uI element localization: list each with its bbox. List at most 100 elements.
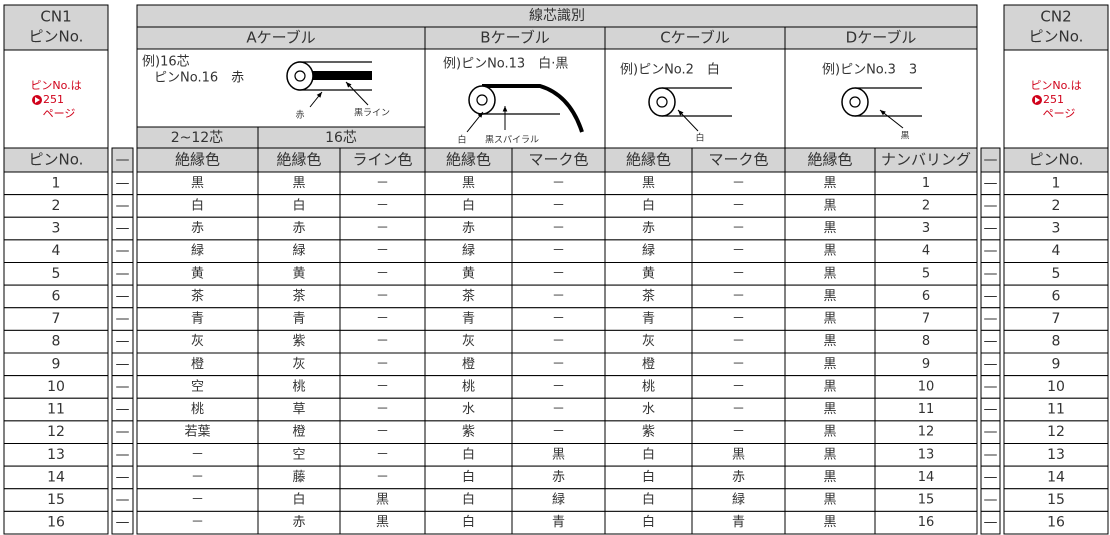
pin-number: 10 bbox=[1047, 379, 1065, 395]
cell-text: － bbox=[552, 198, 565, 213]
cell-text: － bbox=[552, 244, 565, 259]
cell-text: 白 bbox=[462, 469, 475, 485]
cell-text: － bbox=[552, 402, 565, 417]
cell bbox=[3, 510, 109, 535]
cell-text: － bbox=[732, 402, 745, 417]
pin-number: 3 bbox=[1052, 221, 1061, 237]
cell-text: 空 bbox=[191, 379, 204, 394]
group-label: 2~12芯 bbox=[171, 130, 223, 146]
cell-text: － bbox=[376, 379, 389, 394]
connector-dash: — bbox=[116, 424, 130, 440]
cell-text: － bbox=[732, 312, 745, 327]
cell-text: 橙 bbox=[292, 425, 305, 440]
cell-text: 緑 bbox=[462, 244, 475, 259]
black-line bbox=[312, 71, 372, 80]
pin-number: 14 bbox=[47, 469, 65, 485]
pin-number: 11 bbox=[47, 402, 65, 418]
cell-text: 黄 bbox=[642, 266, 655, 281]
cell-text: － bbox=[552, 289, 565, 304]
cell-text: － bbox=[376, 198, 389, 213]
pin-number: 7 bbox=[1052, 311, 1061, 327]
column-header-cell bbox=[604, 147, 693, 173]
cell-text: 水 bbox=[462, 402, 475, 417]
cell-text: 桃 bbox=[462, 379, 475, 394]
cell-text: 黒 bbox=[732, 447, 745, 462]
cell-text: 灰 bbox=[292, 357, 305, 372]
pin-number: 6 bbox=[52, 288, 61, 304]
cell-text: 青 bbox=[732, 515, 745, 530]
page-icon-arrow bbox=[1035, 97, 1040, 103]
example-text: 例)ピンNo.2 白 bbox=[620, 62, 720, 78]
cell-text: 黒 bbox=[376, 493, 389, 508]
cell-text: 3 bbox=[922, 221, 930, 236]
cell-text: 白 bbox=[642, 469, 655, 485]
pin-number: 6 bbox=[1052, 288, 1061, 304]
cell-text: － bbox=[732, 221, 745, 236]
pin-number: 13 bbox=[47, 447, 65, 463]
cell-text: 空 bbox=[292, 447, 305, 462]
arrow-head bbox=[346, 82, 352, 88]
connector-dash: — bbox=[116, 288, 130, 304]
drawing-label: 赤 bbox=[295, 110, 304, 121]
column-header: 絶縁色 bbox=[446, 151, 491, 169]
note-text: ピンNo.は bbox=[1030, 79, 1081, 92]
arrow-head bbox=[502, 106, 508, 112]
example-text: 例)ピンNo.3 3 bbox=[822, 63, 917, 78]
cell-text: － bbox=[732, 334, 745, 349]
cell-text: 黒 bbox=[823, 289, 836, 304]
cell bbox=[874, 510, 978, 535]
connector-dash: — bbox=[984, 379, 998, 395]
cell bbox=[1003, 510, 1109, 535]
cell-text: 16 bbox=[918, 515, 935, 530]
cell-text: 黒 bbox=[823, 334, 836, 349]
cell-text: 黒 bbox=[552, 447, 565, 462]
cell-text: － bbox=[732, 289, 745, 304]
cell-text: 茶 bbox=[642, 288, 655, 304]
pin-number: 9 bbox=[52, 356, 61, 372]
cell-text: 黒 bbox=[823, 266, 836, 281]
cell-text: 黒 bbox=[823, 221, 836, 236]
cell-text: 緑 bbox=[191, 244, 204, 259]
connector-dash: — bbox=[116, 447, 130, 463]
column-header: ライン色 bbox=[352, 151, 412, 169]
connector-dash: — bbox=[116, 198, 130, 214]
cell-text: 灰 bbox=[462, 334, 475, 349]
cell-text: 緑 bbox=[642, 244, 655, 259]
pin-number: 15 bbox=[47, 492, 65, 508]
column-header: 絶縁色 bbox=[807, 151, 852, 169]
column-header: ナンバリング bbox=[881, 151, 971, 169]
cell-text: 黒 bbox=[823, 425, 836, 440]
cell-text: － bbox=[191, 515, 204, 530]
cell-text: 白 bbox=[642, 197, 655, 213]
connector-dash: — bbox=[984, 402, 998, 418]
connector-title: CN1 bbox=[40, 8, 71, 26]
note-text: ページ bbox=[1043, 107, 1076, 120]
pin-number: 2 bbox=[52, 198, 61, 214]
cell-text: 14 bbox=[918, 470, 935, 485]
cell-text: 茶 bbox=[292, 288, 305, 304]
cell-text: 青 bbox=[462, 312, 475, 327]
cell-text: 黒 bbox=[823, 379, 836, 394]
connector-dash: — bbox=[116, 311, 130, 327]
connector-dash: — bbox=[116, 402, 130, 418]
cell-text: 桃 bbox=[292, 379, 305, 394]
cell-text: 白 bbox=[642, 446, 655, 462]
cell-text: － bbox=[376, 266, 389, 281]
connector-dash: — bbox=[984, 515, 998, 531]
drawing-label: 黒ライン bbox=[354, 108, 390, 119]
column-header-cell bbox=[3, 147, 109, 173]
drawing-label: 白 bbox=[695, 132, 704, 144]
pin-number: 12 bbox=[1047, 424, 1065, 440]
example-text: 例)ピンNo.13 白·黒 bbox=[443, 56, 568, 72]
cell-text: － bbox=[376, 221, 389, 236]
drawing-label: 白 bbox=[457, 134, 466, 146]
cell-text: 4 bbox=[922, 244, 930, 259]
connector-subtitle: ピンNo. bbox=[29, 28, 84, 46]
column-header: マーク色 bbox=[708, 151, 768, 169]
cell-text: 赤 bbox=[642, 221, 655, 236]
cell-text: 12 bbox=[918, 425, 935, 440]
cell-text: 9 bbox=[922, 357, 930, 372]
cell-text: 青 bbox=[552, 515, 565, 530]
pin-number: 5 bbox=[52, 266, 61, 282]
column-header-cell bbox=[511, 147, 606, 173]
